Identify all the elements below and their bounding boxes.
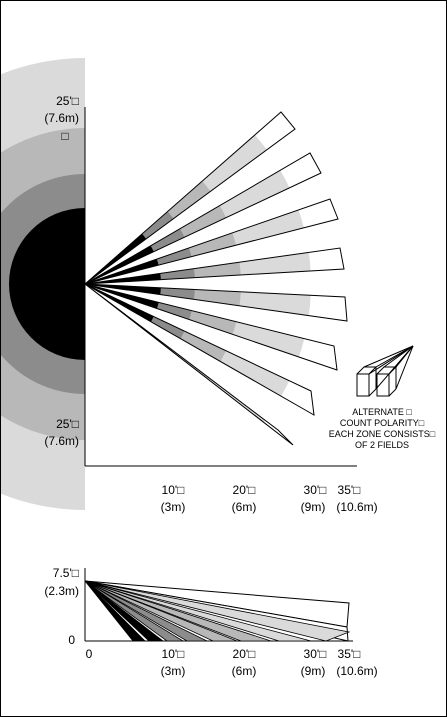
detection-beam: [84, 198, 339, 285]
y-label-7-6m-top: (7.6m): [44, 111, 79, 125]
side-x-label-0: 0: [86, 647, 93, 661]
x-label-35ft: 35'□: [338, 483, 361, 497]
y-label-box: □: [61, 129, 68, 143]
x-label-10ft: 10'□: [162, 483, 185, 497]
side-beam-dark-2: [84, 580, 185, 642]
side-beam-light-1: [84, 580, 351, 642]
side-y-label-7-5ft: 7.5'□: [53, 566, 79, 580]
polarity-inset-figure: [356, 345, 414, 397]
beam-gap: [85, 263, 446, 303]
side-x-label-35ft: 35'□: [338, 647, 361, 661]
polarity-note-line-3: EACH ZONE CONSISTS□: [329, 429, 436, 439]
side-x-label-10ft: 10'□: [162, 647, 185, 661]
x-label-20ft: 20'□: [233, 483, 256, 497]
side-beam-mid-2: [84, 580, 238, 642]
detection-beam: [84, 283, 315, 416]
polarity-ray-1: [363, 345, 414, 368]
side-x-label-10-6m: (10.6m): [336, 664, 377, 678]
side-beam-light-2: [84, 580, 312, 642]
polarity-ray-6: [395, 345, 414, 390]
polarity-field-right: [376, 373, 390, 397]
side-beam-black-2: [84, 580, 146, 642]
polarity-ray-8: [388, 345, 414, 375]
beam-gap: [85, 36, 445, 284]
detection-beam: [84, 152, 322, 285]
side-x-label-3m: (3m): [161, 664, 186, 678]
side-beam-black-1: [84, 580, 165, 642]
y-label-zero: 0: [62, 278, 69, 292]
x-label-30ft: 30'□: [304, 483, 327, 497]
x-label-6m: (6m): [232, 500, 257, 514]
polarity-note-line-4: OF 2 FIELDS: [355, 440, 409, 450]
side-beam-dark-1: [84, 580, 208, 642]
y-label-7-6m-bottom: (7.6m): [44, 434, 79, 448]
side-y-label-zero: 0: [68, 633, 75, 647]
polarity-field-left-top: [356, 366, 378, 375]
beam-gap-outer: [85, 284, 446, 684]
x-label-3m: (3m): [161, 500, 186, 514]
polarity-field-right-top: [376, 366, 398, 375]
polarity-edge-2: [388, 388, 397, 397]
side-y-label-2-3m: (2.3m): [44, 584, 79, 598]
polarity-note-line-2: COUNT POLARITY□: [340, 418, 425, 428]
detection-beam: [84, 283, 338, 371]
side-x-label-9m: (9m): [301, 664, 326, 678]
side-x-label-20ft: 20'□: [233, 647, 256, 661]
beam-gap: [85, 284, 446, 518]
x-label-9m: (9m): [301, 500, 326, 514]
detection-beam: [84, 111, 296, 285]
side-beam-mid-1: [84, 580, 272, 642]
y-label-25ft-top: 25'□: [56, 94, 79, 108]
polarity-edge-1: [368, 388, 377, 397]
polarity-note-line-1: ALTERNATE □: [352, 407, 412, 417]
detection-beams: [84, 111, 348, 446]
y-label-25ft-bottom: 25'□: [56, 417, 79, 431]
polarity-ray-7: [368, 345, 414, 375]
x-label-10-6m: (10.6m): [336, 500, 377, 514]
side-x-label-6m: (6m): [232, 664, 257, 678]
side-view: 7.5'□ (2.3m) 0 0 10'□ (3m) 20'□ (6m) 30'…: [44, 566, 377, 678]
detection-beam: [84, 283, 294, 446]
top-view: 25'□ (7.6m) □ 0 25'□ (7.6m) 10'□ (3m) 20…: [1, 1, 446, 684]
detection-beam: [84, 247, 345, 285]
detection-beam: [84, 283, 348, 322]
polarity-field-left: [356, 373, 370, 397]
side-x-label-30ft: 30'□: [304, 647, 327, 661]
